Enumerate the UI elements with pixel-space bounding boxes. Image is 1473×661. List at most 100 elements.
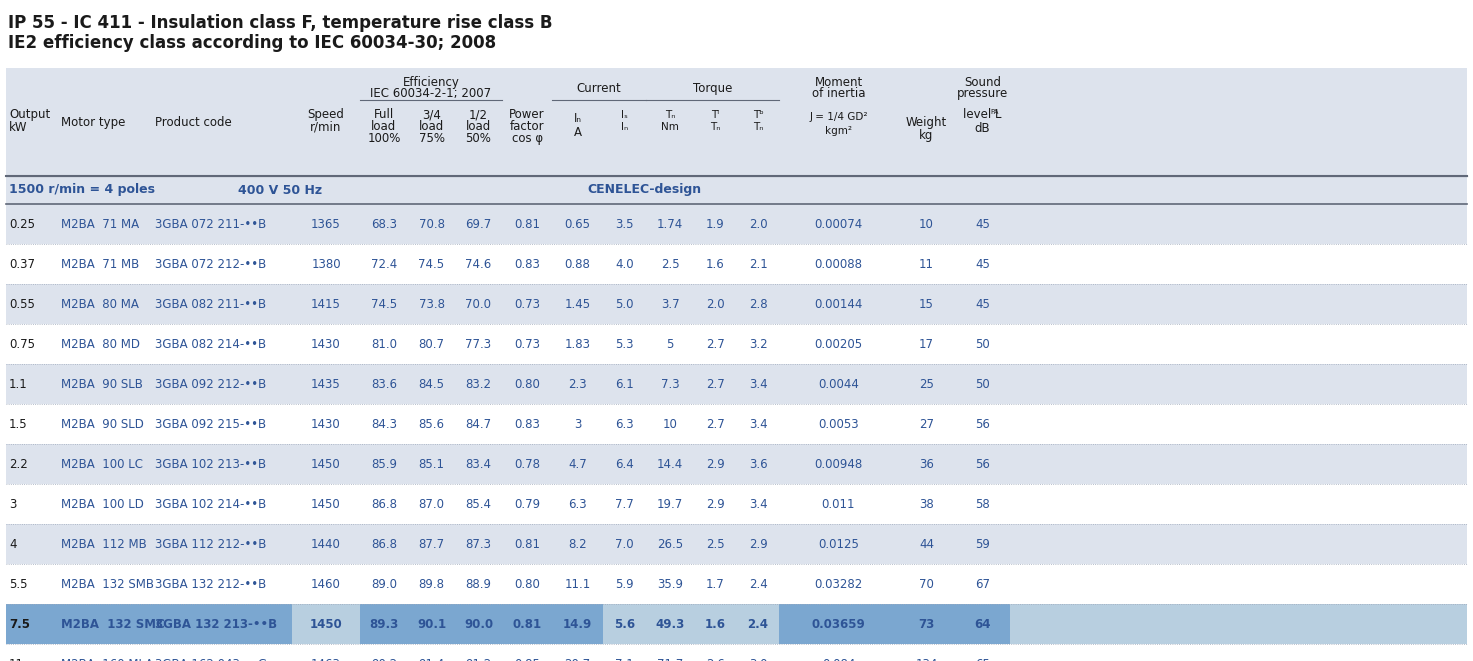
Text: 70.8: 70.8 [418, 217, 445, 231]
Text: 1450: 1450 [309, 617, 342, 631]
Text: Product code: Product code [155, 116, 231, 129]
Text: 59: 59 [975, 537, 990, 551]
Text: 0.0053: 0.0053 [818, 418, 859, 430]
Text: 3GBA 112 212-••B: 3GBA 112 212-••B [155, 537, 267, 551]
Text: 71.7: 71.7 [657, 658, 683, 661]
Text: 5.6: 5.6 [614, 617, 635, 631]
Text: 72.4: 72.4 [371, 258, 398, 270]
Text: 3GBA 092 212-••B: 3GBA 092 212-••B [155, 377, 267, 391]
Text: M2BA  112 MB: M2BA 112 MB [60, 537, 147, 551]
Text: M2BA  90 SLD: M2BA 90 SLD [60, 418, 144, 430]
Text: IP 55 - IC 411 - Insulation class F, temperature rise class B: IP 55 - IC 411 - Insulation class F, tem… [7, 14, 552, 32]
Text: 85.4: 85.4 [465, 498, 492, 510]
Text: 2.5: 2.5 [706, 537, 725, 551]
Text: 3: 3 [9, 498, 16, 510]
Text: M2BA  80 MD: M2BA 80 MD [60, 338, 140, 350]
Text: 0.73: 0.73 [514, 297, 541, 311]
Text: 10: 10 [663, 418, 678, 430]
Text: 3/4: 3/4 [423, 108, 440, 121]
Text: 1/2: 1/2 [468, 108, 488, 121]
Text: of inertia: of inertia [812, 87, 865, 100]
Text: 2.6: 2.6 [706, 658, 725, 661]
Text: 0.00205: 0.00205 [815, 338, 863, 350]
Text: 0.88: 0.88 [564, 258, 591, 270]
Text: 85.1: 85.1 [418, 457, 445, 471]
Text: 0.0044: 0.0044 [818, 377, 859, 391]
Text: 7.5: 7.5 [9, 617, 29, 631]
Bar [6, 404, 1467, 444]
Text: 1460: 1460 [311, 578, 340, 590]
Text: 1450: 1450 [311, 457, 340, 471]
Text: 1.83: 1.83 [564, 338, 591, 350]
Text: M2BA  132 SMB: M2BA 132 SMB [60, 578, 155, 590]
Text: 3GBA 132 213-••B: 3GBA 132 213-••B [155, 617, 277, 631]
Text: 90.0: 90.0 [464, 617, 493, 631]
Text: 6.3: 6.3 [616, 418, 633, 430]
Text: 1440: 1440 [311, 537, 340, 551]
Text: 5: 5 [666, 338, 673, 350]
Text: 1.7: 1.7 [706, 578, 725, 590]
Text: 64: 64 [974, 617, 991, 631]
Text: 0.00948: 0.00948 [815, 457, 863, 471]
Text: 0.73: 0.73 [514, 338, 541, 350]
Text: Iₛ: Iₛ [622, 110, 627, 120]
Text: 2.0: 2.0 [706, 297, 725, 311]
Text: kW: kW [9, 121, 28, 134]
Text: 11: 11 [919, 258, 934, 270]
Text: 3.5: 3.5 [616, 217, 633, 231]
Text: M2BA  71 MB: M2BA 71 MB [60, 258, 140, 270]
Text: 7.3: 7.3 [661, 377, 679, 391]
Text: 89.0: 89.0 [371, 578, 398, 590]
Text: 45: 45 [975, 258, 990, 270]
Text: 85.6: 85.6 [418, 418, 445, 430]
Text: 2.7: 2.7 [706, 418, 725, 430]
Text: 3.0: 3.0 [748, 658, 767, 661]
Text: 87.3: 87.3 [465, 537, 492, 551]
Text: IEC 60034-2-1; 2007: IEC 60034-2-1; 2007 [370, 87, 492, 100]
Text: 0.084: 0.084 [822, 658, 856, 661]
Text: 50: 50 [975, 377, 990, 391]
Text: 1435: 1435 [311, 377, 340, 391]
Text: 0.03659: 0.03659 [812, 617, 865, 631]
Bar [455, 604, 502, 644]
Text: 87.7: 87.7 [418, 537, 445, 551]
Text: M2BA  100 LC: M2BA 100 LC [60, 457, 143, 471]
Text: 81.0: 81.0 [371, 338, 398, 350]
Text: Speed: Speed [308, 108, 345, 121]
Text: 100%: 100% [367, 132, 401, 145]
Text: 44: 44 [919, 537, 934, 551]
Text: 0.25: 0.25 [9, 217, 35, 231]
Text: M2BA  132 SMC: M2BA 132 SMC [60, 617, 165, 631]
Text: 3.6: 3.6 [748, 457, 767, 471]
Text: 4: 4 [9, 537, 16, 551]
Text: 11: 11 [9, 658, 24, 661]
Bar [6, 604, 57, 644]
Text: Tᴵ: Tᴵ [711, 110, 720, 120]
Text: 2.8: 2.8 [748, 297, 767, 311]
Text: 83.4: 83.4 [465, 457, 492, 471]
Text: 5.5: 5.5 [9, 578, 28, 590]
Text: 77.3: 77.3 [465, 338, 492, 350]
Text: 14.4: 14.4 [657, 457, 683, 471]
Text: PA: PA [990, 109, 999, 115]
Text: 87.0: 87.0 [418, 498, 445, 510]
Bar [6, 284, 1467, 324]
Text: 2.9: 2.9 [706, 498, 725, 510]
Text: Motor type: Motor type [60, 116, 125, 129]
Text: 1.74: 1.74 [657, 217, 683, 231]
Text: 88.9: 88.9 [465, 578, 492, 590]
Text: 0.85: 0.85 [514, 658, 541, 661]
Text: 1.6: 1.6 [706, 258, 725, 270]
Text: 3: 3 [574, 418, 582, 430]
Text: 0.81: 0.81 [514, 537, 541, 551]
Bar [6, 204, 1467, 244]
Text: 0.78: 0.78 [514, 457, 541, 471]
Text: 74.6: 74.6 [465, 258, 492, 270]
Bar [152, 604, 292, 644]
Text: CENELEC-design: CENELEC-design [588, 184, 701, 196]
Text: 50: 50 [975, 338, 990, 350]
Text: Full: Full [374, 108, 395, 121]
Text: 86.8: 86.8 [371, 537, 398, 551]
Text: Current: Current [576, 82, 622, 95]
Text: pressure: pressure [957, 87, 1008, 100]
